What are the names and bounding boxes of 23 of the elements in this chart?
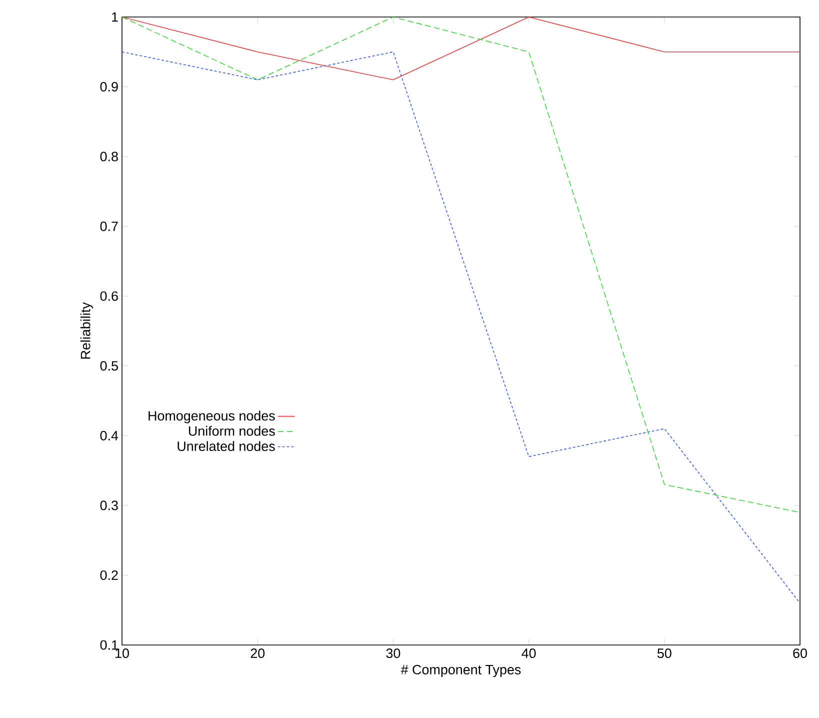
y-tick-label: 0.2 — [100, 570, 118, 580]
y-tick-label: 0.5 — [100, 361, 118, 371]
y-tick-label: 0.3 — [100, 500, 118, 510]
legend-label: Uniform nodes — [188, 426, 275, 436]
x-tick-label: 20 — [250, 648, 265, 658]
x-tick-label: 50 — [657, 648, 672, 658]
x-tick-label: 60 — [793, 648, 807, 658]
y-tick-label: 0.7 — [100, 222, 118, 232]
legend-label: Homogeneous nodes — [148, 410, 275, 424]
x-axis-title: # Component Types — [400, 664, 521, 678]
y-axis-title: Reliability — [80, 302, 93, 359]
y-tick-label: 1 — [112, 12, 118, 22]
line-series — [122, 16, 800, 513]
y-tick-label: 0.4 — [100, 430, 118, 440]
x-tick-label: 10 — [116, 648, 129, 658]
legend-label: Unrelated nodes — [178, 441, 275, 452]
y-tick-label: 0.9 — [100, 82, 118, 92]
line-series — [122, 51, 800, 604]
x-tick-label: 40 — [522, 648, 536, 658]
y-tick-label: 0.8 — [100, 152, 118, 162]
y-tick-label: 0.6 — [100, 291, 118, 301]
x-tick-label: 30 — [386, 648, 400, 658]
y-tick-label: 0.1 — [100, 640, 118, 650]
